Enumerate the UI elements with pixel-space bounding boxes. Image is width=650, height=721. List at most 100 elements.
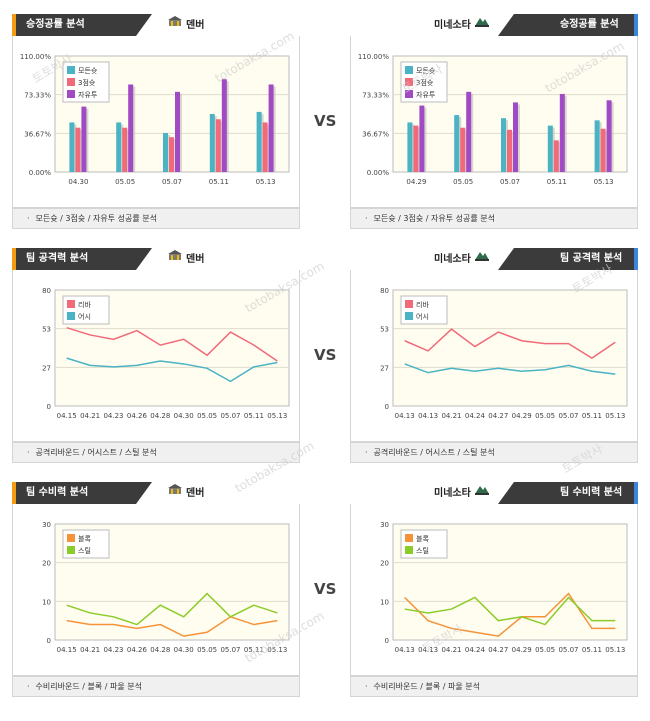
legend-swatch [405,312,413,320]
chart-box: 0 27 53 80 04.13 04.13 04.21 04.24 04.27 04.29 05.… [350,270,638,442]
bar [513,102,518,172]
chart-box: 0 10 20 30 04.15 04.21 04.23 04.26 04.28 04.30 05.… [12,504,300,676]
minnesota-logo-icon [474,482,490,504]
panel-footer: 모든슛 / 3점슛 / 자유투 성공률 분석 [12,208,300,229]
legend-label: 3점슛 [78,79,96,87]
y-tick-label: 0 [47,637,51,645]
accent-bar [12,14,16,36]
x-tick-label: 04.28 [150,646,170,654]
y-tick-label: 110.00% [358,53,389,61]
legend-swatch [405,534,413,542]
bar [547,125,553,172]
denver-logo-icon [167,14,183,36]
legend-label: 3점슛 [416,79,434,87]
legend-swatch [67,546,75,554]
x-tick-label: 04.13 [395,412,415,420]
y-tick-label: 0 [385,403,389,411]
bar [507,129,512,172]
x-tick-label: 05.13 [605,646,625,654]
bar [175,91,180,172]
x-tick-label: 05.05 [197,412,217,420]
x-tick-label: 05.07 [220,646,240,654]
panel-footer: 수비리바운드 / 블록 / 파울 분석 [12,676,300,697]
bar [122,127,128,172]
team-name: 덴버 [164,248,204,270]
y-tick-label: 36.67% [24,130,51,138]
accent-bar [12,248,16,270]
legend-label: 스틸 [416,547,429,555]
bar-chart-shooting-minnesota: 0.00% 36.67% 73.33% 110.00% 04.29 05.05 05.07 0… [358,53,628,186]
x-tick-label: 04.13 [395,646,415,654]
bar [262,122,268,172]
x-tick-label: 05.11 [582,412,602,420]
legend-label: 모든슛 [416,67,436,75]
denver-logo-icon [167,482,183,504]
legend-label: 리바 [78,300,91,309]
legend-label: 어시 [416,312,429,321]
x-tick-label: 05.13 [267,646,287,654]
bar [460,127,466,172]
chart-box: 0.00% 36.67% 73.33% 110.00% 04.29 05.05 05.07 0… [350,36,638,208]
panel-title: 승정공률 분석 [498,14,638,36]
bar [501,118,506,172]
series-line [404,363,616,375]
x-tick-label: 05.05 [115,178,135,186]
y-tick-label: 0.00% [367,169,390,177]
vs-label: VS [314,346,337,364]
vs-label: VS [314,112,337,130]
y-tick-label: 73.33% [362,92,389,100]
panel-header: 승정공률 분석 미네소타 [350,14,638,36]
minnesota-logo-icon [474,248,490,270]
x-tick-label: 04.30 [174,412,194,420]
x-tick-label: 04.24 [465,646,486,654]
legend-label: 리바 [416,300,429,309]
x-tick-label: 04.15 [57,412,77,420]
team-name: 미네소타 [434,248,493,270]
y-tick-label: 0 [385,637,389,645]
panel-title: 팀 공격력 분석 [498,248,638,270]
bar [209,114,215,172]
x-tick-label: 04.29 [512,646,532,654]
x-tick-label: 04.27 [488,412,508,420]
vs-label: VS [314,580,337,598]
bar [419,105,425,172]
legend-swatch [405,66,413,74]
x-tick-label: 04.26 [127,646,148,654]
legend-swatch [405,90,413,98]
panel-footer: 모든슛 / 3점슛 / 자유투 성공률 분석 [350,208,638,229]
x-tick-label: 04.24 [465,412,486,420]
x-tick-label: 05.11 [244,646,264,654]
minnesota-logo-icon [474,14,490,36]
team-name: 미네소타 [434,14,493,36]
x-tick-label: 05.05 [453,178,473,186]
legend-swatch [405,78,413,86]
legend-swatch [405,546,413,554]
x-tick-label: 04.28 [150,412,170,420]
x-tick-label: 04.23 [103,412,123,420]
x-tick-label: 05.13 [267,412,287,420]
legend-swatch [67,534,75,542]
x-tick-label: 05.07 [558,646,578,654]
bar [163,132,168,172]
y-tick-label: 53 [42,326,51,334]
panel-offense-denver: 팀 공격력 분석 덴버 0 27 53 80 04.15 04.21 04.23 04.26 0… [12,248,300,463]
series-line [404,592,616,637]
x-tick-label: 04.30 [68,178,88,186]
bar [407,122,413,172]
x-tick-label: 05.07 [558,412,578,420]
x-tick-label: 04.27 [488,646,508,654]
panel-defense-minnesota: 팀 수비력 분석 미네소타 0 10 20 30 04.13 04.13 04.21 04.2… [350,482,638,697]
accent-bar [634,248,638,270]
x-tick-label: 05.07 [162,178,182,186]
legend-swatch [67,90,75,98]
x-tick-label: 05.11 [209,178,229,186]
panel-shooting-minnesota: 승정공률 분석 미네소타 0.00% 36.67% 73.33% 110.00% 04.… [350,14,638,229]
series-line [66,357,278,383]
panel-header: 팀 공격력 분석 덴버 [12,248,300,270]
team-name: 덴버 [164,14,204,36]
accent-bar [12,482,16,504]
accent-bar [634,14,638,36]
x-tick-label: 05.05 [535,646,555,654]
